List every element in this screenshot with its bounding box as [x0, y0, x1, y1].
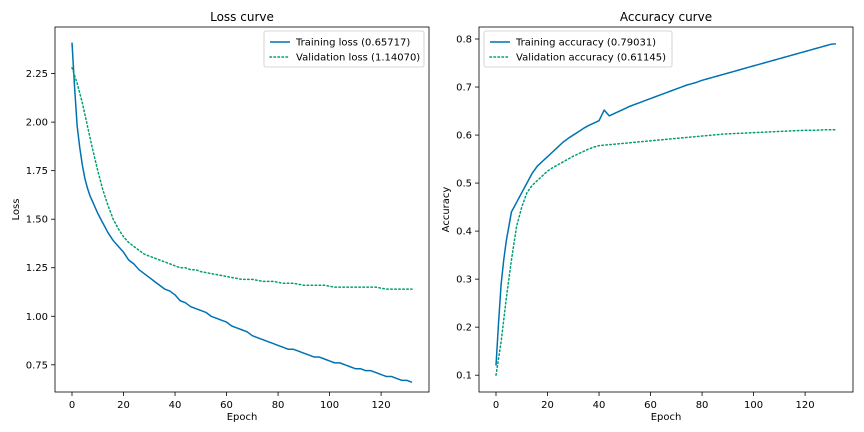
- x-axis-label: Epoch: [651, 412, 682, 423]
- chart-2: 0 20 40 60 80 100 120 0.1 0.2 0.3 0.4 0.5 0.6 0.7 0.8 A…: [441, 10, 854, 423]
- legend-label: Validation accuracy (0.61145): [516, 53, 666, 64]
- y-tick-label: 1.25: [26, 263, 48, 274]
- chart-1: 0 20 40 60 80 100 120 0.75 1.00 1.25 1.50 1.75 2.00 2…: [11, 10, 430, 423]
- legend: Training accuracy (0.79031) Validation ac…: [483, 30, 673, 68]
- y-tick-label: 0.2: [456, 323, 472, 334]
- plot-frame: [478, 26, 854, 393]
- y-tick-label: 0.75: [26, 360, 48, 371]
- x-tick-label: 80: [272, 400, 285, 411]
- x-tick-label: 60: [644, 400, 657, 411]
- y-tick-label: 2.25: [26, 69, 48, 80]
- legend: Training loss (0.65717) Validation loss (…: [263, 30, 425, 68]
- y-tick-label: 1.00: [26, 312, 48, 323]
- x-tick-label: 60: [220, 400, 233, 411]
- series-line-1: [71, 42, 413, 383]
- y-tick-label: 0.5: [456, 179, 472, 190]
- y-tick-label: 0.1: [456, 371, 472, 382]
- legend-label: Training accuracy (0.79031): [515, 38, 656, 49]
- x-tick-label: 0: [69, 400, 75, 411]
- x-tick-label: 20: [117, 400, 130, 411]
- legend-label: Validation loss (1.14070): [296, 53, 420, 64]
- x-tick-label: 120: [796, 400, 815, 411]
- y-tick-label: 0.6: [456, 131, 472, 142]
- y-tick-label: 0.7: [456, 83, 472, 94]
- chart-title: Accuracy curve: [620, 10, 712, 24]
- x-tick-label: 0: [493, 400, 499, 411]
- legend-box: [483, 30, 673, 68]
- series-line-2: [495, 129, 837, 376]
- series-line-2: [71, 67, 413, 290]
- x-tick-label: 80: [696, 400, 709, 411]
- legend-label: Training loss (0.65717): [295, 38, 410, 49]
- legend-box: [263, 30, 425, 68]
- x-tick-label: 40: [593, 400, 606, 411]
- y-tick-label: 2.00: [26, 118, 48, 129]
- plot-frame: [54, 26, 430, 393]
- y-tick-label: 0.8: [456, 35, 472, 46]
- series-line-1: [495, 43, 837, 366]
- y-tick-label: 0.4: [456, 227, 472, 238]
- x-tick-label: 100: [320, 400, 339, 411]
- x-tick-label: 40: [169, 400, 182, 411]
- y-tick-label: 1.50: [26, 215, 48, 226]
- x-tick-label: 20: [541, 400, 554, 411]
- y-tick-label: 0.3: [456, 275, 472, 286]
- x-tick-label: 120: [372, 400, 391, 411]
- y-axis-label: Loss: [11, 199, 22, 221]
- chart-title: Loss curve: [210, 10, 274, 24]
- x-axis-label: Epoch: [227, 412, 258, 423]
- y-axis-label: Accuracy: [441, 187, 452, 233]
- x-tick-label: 100: [744, 400, 763, 411]
- y-tick-label: 1.75: [26, 166, 48, 177]
